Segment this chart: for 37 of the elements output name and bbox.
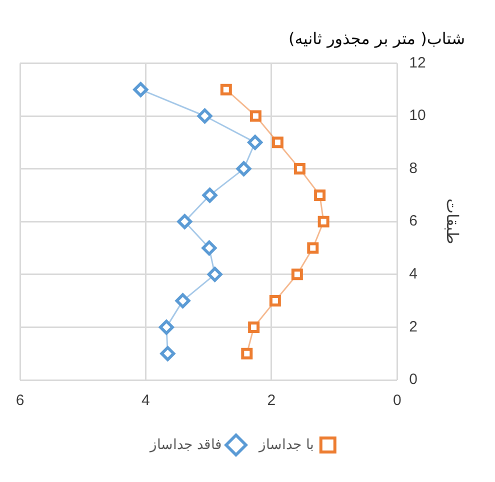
y-tick-label: 12	[409, 54, 426, 72]
point	[272, 136, 284, 148]
point	[248, 134, 263, 150]
legend-label: فاقد جداساز	[149, 436, 222, 453]
legend-label: با جداساز	[258, 436, 314, 453]
point	[197, 108, 212, 124]
x-tick-label: 2	[267, 392, 276, 410]
chart-title: شتاب( متر بر مجذور ثانیه)	[288, 28, 465, 48]
y-tick-label: 6	[409, 212, 418, 230]
point	[202, 188, 218, 203]
point	[241, 348, 253, 360]
point	[175, 293, 190, 308]
point	[314, 189, 326, 201]
point	[248, 321, 260, 333]
x-tick-label: 0	[392, 392, 402, 410]
y-tick-label: 10	[409, 107, 426, 124]
point	[291, 268, 303, 280]
point	[202, 240, 217, 256]
point	[158, 320, 174, 335]
x-tick-label: 4	[142, 392, 150, 410]
point	[207, 266, 222, 282]
point	[294, 163, 306, 175]
point	[269, 295, 281, 307]
point	[133, 82, 148, 98]
point	[236, 161, 252, 176]
point	[177, 214, 192, 230]
y-tick-label: 0	[409, 371, 418, 388]
point	[307, 242, 319, 254]
y-tick-label: 4	[409, 266, 418, 283]
x-tick-label: 6	[16, 392, 24, 410]
point	[220, 84, 232, 96]
y-tick-label: 2	[409, 318, 418, 336]
y-axis-title: طبقات	[442, 198, 460, 245]
point	[160, 346, 176, 362]
point	[318, 216, 330, 228]
y-tick-label: 8	[409, 160, 418, 177]
point	[250, 110, 262, 122]
